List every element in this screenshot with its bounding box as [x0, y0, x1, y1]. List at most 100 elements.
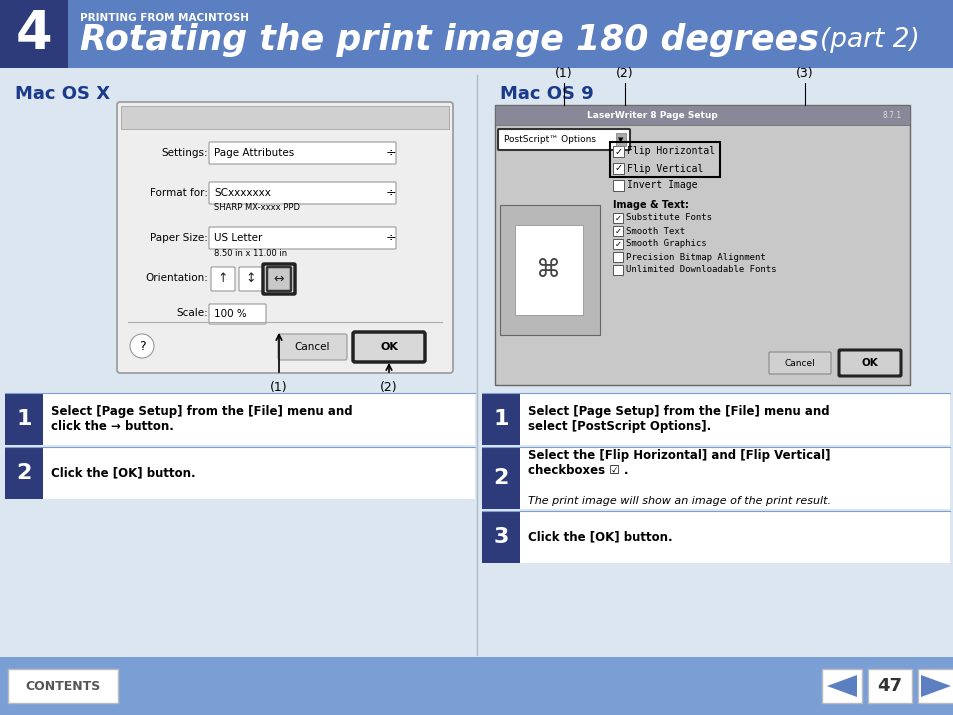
Bar: [519, 393, 949, 445]
Bar: [613, 239, 622, 249]
Bar: [499, 205, 599, 335]
Bar: [609, 142, 720, 177]
Text: PRINTING FROM MACINTOSH: PRINTING FROM MACINTOSH: [80, 13, 249, 23]
Text: Select [Page Setup] from the [File] menu and
select [PostScript Options].: Select [Page Setup] from the [File] menu…: [527, 405, 829, 433]
FancyBboxPatch shape: [117, 102, 453, 373]
Text: The print image will show an image of the print result.: The print image will show an image of th…: [527, 496, 830, 506]
Bar: [613, 226, 622, 236]
Text: Image & Text:: Image & Text:: [613, 200, 688, 210]
Text: Paper Size:: Paper Size:: [150, 233, 208, 243]
Bar: [515, 225, 582, 315]
Bar: [495, 105, 909, 125]
Text: Mac OS X: Mac OS X: [15, 85, 110, 103]
Text: CONTENTS: CONTENTS: [26, 679, 100, 693]
Text: Flip Horizontal: Flip Horizontal: [626, 147, 715, 157]
Bar: [481, 447, 519, 509]
Text: Click the [OK] button.: Click the [OK] button.: [51, 466, 195, 480]
Bar: [616, 133, 625, 146]
Text: ↔: ↔: [274, 272, 284, 285]
Text: Page Attributes: Page Attributes: [213, 148, 294, 158]
Text: Smooth Graphics: Smooth Graphics: [625, 240, 706, 249]
FancyBboxPatch shape: [267, 267, 291, 291]
Bar: [495, 105, 909, 385]
Text: ÷: ÷: [385, 232, 395, 245]
FancyBboxPatch shape: [209, 304, 266, 324]
Bar: [5, 447, 43, 499]
Polygon shape: [826, 675, 856, 697]
Bar: [613, 146, 623, 157]
Text: 1: 1: [493, 409, 508, 429]
Text: (2): (2): [616, 66, 633, 79]
Text: ✓: ✓: [614, 227, 620, 235]
Text: (3): (3): [796, 66, 813, 79]
Text: Click the [OK] button.: Click the [OK] button.: [527, 531, 672, 543]
Text: ↕: ↕: [246, 272, 256, 285]
Text: 1: 1: [16, 409, 31, 429]
Text: PostScript™ Options: PostScript™ Options: [503, 136, 596, 144]
Bar: [43, 393, 475, 445]
Text: Precision Bitmap Alignment: Precision Bitmap Alignment: [625, 252, 765, 262]
Text: Cancel: Cancel: [783, 358, 815, 368]
Text: OK: OK: [379, 342, 397, 352]
Text: Cancel: Cancel: [294, 342, 330, 352]
Bar: [821, 669, 862, 703]
FancyBboxPatch shape: [209, 227, 395, 249]
Text: ▼: ▼: [618, 137, 623, 143]
Bar: [481, 393, 519, 445]
Text: ✓: ✓: [614, 214, 620, 222]
Bar: [8, 669, 118, 703]
FancyBboxPatch shape: [211, 267, 234, 291]
Text: (1): (1): [270, 382, 288, 395]
Polygon shape: [920, 675, 950, 697]
FancyBboxPatch shape: [353, 332, 424, 362]
Text: Substitute Fonts: Substitute Fonts: [625, 214, 711, 222]
Bar: [121, 106, 449, 129]
Bar: [519, 447, 949, 509]
Text: Rotating the print image 180 degrees: Rotating the print image 180 degrees: [80, 23, 818, 57]
Text: ✓: ✓: [614, 147, 622, 157]
Bar: [613, 213, 622, 223]
Text: 47: 47: [877, 677, 902, 695]
Text: Smooth Text: Smooth Text: [625, 227, 684, 235]
Text: Invert Image: Invert Image: [626, 180, 697, 190]
Text: 8.7.1: 8.7.1: [882, 111, 901, 119]
Text: ?: ?: [138, 340, 145, 352]
Text: ↑: ↑: [217, 272, 228, 285]
Text: 4: 4: [15, 8, 52, 60]
FancyBboxPatch shape: [497, 129, 629, 150]
Text: OK: OK: [861, 358, 878, 368]
Bar: [0, 0, 953, 68]
Text: Unlimited Downloadable Fonts: Unlimited Downloadable Fonts: [625, 265, 776, 275]
FancyBboxPatch shape: [209, 142, 395, 164]
Text: Settings:: Settings:: [161, 148, 208, 158]
Text: Flip Vertical: Flip Vertical: [626, 164, 702, 174]
Text: ÷: ÷: [385, 187, 395, 199]
Text: Format for:: Format for:: [150, 188, 208, 198]
FancyBboxPatch shape: [768, 352, 830, 374]
Text: LaserWriter 8 Page Setup: LaserWriter 8 Page Setup: [587, 111, 718, 119]
Text: 100 %: 100 %: [213, 309, 247, 319]
Circle shape: [130, 334, 153, 358]
Text: Select the [Flip Horizontal] and [Flip Vertical]
checkboxes ☑ .: Select the [Flip Horizontal] and [Flip V…: [527, 449, 830, 477]
Text: (1): (1): [555, 66, 572, 79]
FancyBboxPatch shape: [239, 267, 263, 291]
Bar: [0, 0, 68, 68]
Bar: [613, 252, 622, 262]
Text: ✓: ✓: [614, 164, 622, 174]
FancyBboxPatch shape: [277, 334, 347, 360]
Text: 3: 3: [493, 527, 508, 547]
Text: SCxxxxxxx: SCxxxxxxx: [213, 188, 271, 198]
Text: 8.50 in x 11.00 in: 8.50 in x 11.00 in: [213, 249, 287, 257]
Bar: [481, 511, 519, 563]
Bar: [0, 657, 953, 715]
Text: 2: 2: [16, 463, 31, 483]
Text: Orientation:: Orientation:: [145, 273, 208, 283]
FancyBboxPatch shape: [838, 350, 900, 376]
Text: 2: 2: [493, 468, 508, 488]
Text: (part 2): (part 2): [820, 27, 919, 53]
Text: Mac OS 9: Mac OS 9: [499, 85, 593, 103]
Bar: [613, 265, 622, 275]
Text: Scale:: Scale:: [176, 308, 208, 318]
Bar: [519, 511, 949, 563]
Text: ⌘: ⌘: [536, 258, 561, 282]
